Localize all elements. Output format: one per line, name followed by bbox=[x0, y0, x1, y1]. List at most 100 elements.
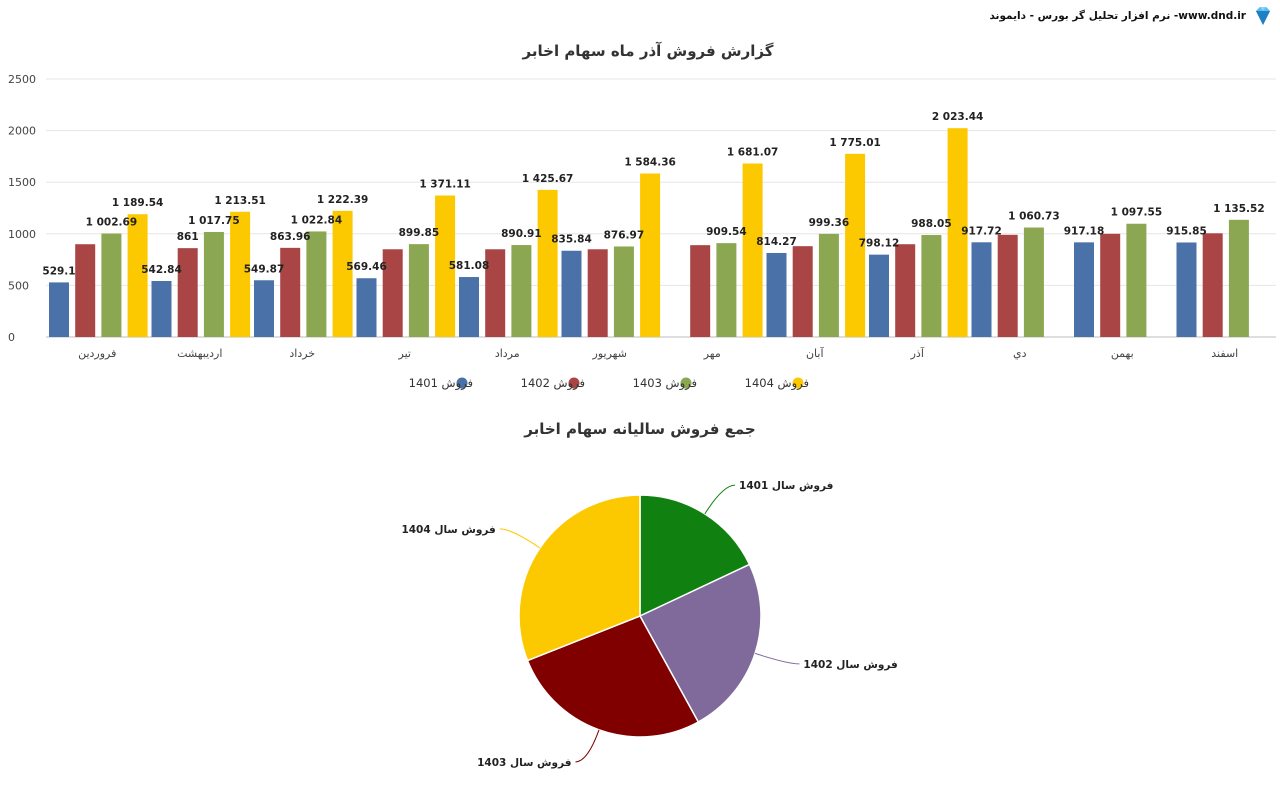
legend-marker bbox=[792, 377, 804, 389]
bar-value-label: 1 022.84 bbox=[291, 214, 342, 226]
bar bbox=[306, 231, 327, 337]
y-tick-label: 2500 bbox=[8, 73, 36, 86]
bar bbox=[230, 211, 251, 337]
bar-value-labels: 529.1 1 002.69 1 189.54 542.84 861 1 017.75 1 … bbox=[42, 111, 1264, 277]
header: نرم افزار تحلیل گر بورس - دایموند -www.d… bbox=[989, 2, 1274, 30]
bar-value-label: 814.27 bbox=[756, 236, 797, 248]
y-tick-label: 500 bbox=[8, 279, 29, 292]
pie-leader-line bbox=[704, 484, 736, 515]
bar-value-label: 988.05 bbox=[911, 218, 952, 230]
legend-label: فروش 1401 bbox=[409, 376, 473, 391]
bar bbox=[254, 280, 274, 337]
pie-leader-line bbox=[575, 729, 600, 763]
x-axis-ticks: فروردین اردیبهشت خرداد تیر مرداد شهریور مهر آبا… bbox=[78, 346, 1238, 360]
y-tick-label: 2000 bbox=[8, 125, 36, 138]
bar-value-label: 863.96 bbox=[270, 231, 311, 243]
bar bbox=[742, 163, 763, 337]
bar-value-label: 1 775.01 bbox=[829, 137, 880, 149]
bar bbox=[511, 245, 532, 337]
bar bbox=[921, 235, 942, 337]
bar-value-label: 1 681.07 bbox=[727, 147, 778, 159]
legend-label: فروش 1403 bbox=[633, 376, 697, 391]
bar bbox=[766, 252, 787, 337]
bar-value-label: 1 371.11 bbox=[419, 179, 470, 191]
bar-value-label: 569.46 bbox=[346, 261, 387, 273]
bar-chart: گزارش فروش آذر ماه سهام اخابر 0 500 1000 15… bbox=[8, 42, 1276, 391]
bar bbox=[151, 280, 172, 337]
bar bbox=[1100, 233, 1121, 337]
bar-legend: فروش 1401 فروش 1402 فروش 1403 فروش 1404 bbox=[409, 376, 809, 391]
bar-value-label: 1 097.55 bbox=[1111, 207, 1162, 219]
bar bbox=[485, 249, 506, 337]
pie-slice bbox=[526, 615, 700, 738]
bar bbox=[716, 243, 737, 337]
bar bbox=[690, 245, 711, 337]
bar-value-label: 917.72 bbox=[961, 225, 1002, 237]
x-tick-label: اسفند bbox=[1211, 347, 1238, 360]
pie-chart: جمع فروش سالیانه سهام اخابر فروش سال 140… bbox=[401, 420, 897, 769]
pie-leader-lines bbox=[499, 484, 800, 763]
bar bbox=[537, 189, 558, 337]
bar-value-label: 1 584.36 bbox=[624, 156, 675, 168]
x-tick-label: مرداد bbox=[495, 347, 520, 360]
legend-label: فروش 1404 bbox=[745, 376, 809, 391]
pie-slice bbox=[639, 494, 751, 618]
pie-slice-label: فروش سال 1403 bbox=[477, 757, 571, 769]
y-tick-label: 1000 bbox=[8, 228, 36, 241]
bar-value-label: 890.91 bbox=[501, 228, 542, 240]
bar-value-label: 917.18 bbox=[1064, 225, 1105, 237]
pie-slice bbox=[638, 563, 762, 724]
site-credit-text: نرم افزار تحلیل گر بورس - دایموند -www.d… bbox=[989, 10, 1246, 22]
bar-value-label: 1 425.67 bbox=[522, 173, 573, 185]
x-tick-label: بهمن bbox=[1111, 347, 1134, 360]
pie-slice-label: فروش سال 1404 bbox=[401, 524, 495, 536]
bar bbox=[869, 254, 889, 337]
bar bbox=[101, 233, 122, 337]
bar-value-label: 909.54 bbox=[706, 226, 747, 238]
bar bbox=[947, 128, 968, 337]
bar-value-label: 899.85 bbox=[399, 227, 440, 239]
bar bbox=[177, 248, 198, 337]
pie-slices bbox=[518, 494, 762, 738]
bar-value-label: 529.1 bbox=[42, 265, 75, 277]
pie-labels: فروش سال 1401 فروش سال 1402 فروش سال 1403 ف… bbox=[401, 480, 897, 769]
x-tick-label: اردیبهشت bbox=[177, 347, 222, 360]
bar bbox=[1126, 223, 1147, 337]
bar bbox=[1228, 219, 1249, 337]
bar-value-label: 876.97 bbox=[604, 229, 645, 241]
x-tick-label: شهریور bbox=[592, 347, 627, 360]
legend-label: فروش 1402 bbox=[521, 376, 585, 391]
bar-value-label: 915.85 bbox=[1166, 225, 1207, 237]
bar-value-label: 861 bbox=[177, 231, 199, 243]
pie-leader-line bbox=[754, 652, 800, 665]
bar-value-label: 798.12 bbox=[859, 238, 900, 250]
x-tick-label: تیر bbox=[398, 347, 411, 360]
bar-value-label: 1 189.54 bbox=[112, 197, 163, 209]
bar bbox=[435, 195, 456, 337]
bar-grid bbox=[46, 78, 1276, 338]
bar bbox=[75, 244, 96, 337]
x-tick-label: دي bbox=[1013, 347, 1027, 360]
bar-value-label: 542.84 bbox=[141, 264, 182, 276]
bar bbox=[332, 210, 353, 337]
bar bbox=[640, 173, 661, 337]
bar bbox=[408, 244, 429, 337]
pie-leader-line bbox=[499, 528, 541, 549]
bar bbox=[845, 153, 866, 337]
bar bbox=[356, 278, 377, 337]
bar-value-label: 999.36 bbox=[809, 217, 850, 229]
x-tick-label: مهر bbox=[703, 347, 721, 360]
bar-value-label: 549.87 bbox=[244, 263, 285, 275]
x-tick-label: فروردین bbox=[78, 347, 116, 360]
bar bbox=[127, 214, 148, 337]
bar bbox=[1023, 227, 1044, 337]
bar bbox=[1176, 242, 1197, 337]
bar bbox=[49, 282, 69, 337]
bar bbox=[561, 250, 582, 337]
pie-slice-label: فروش سال 1402 bbox=[803, 659, 897, 671]
pie-chart-title: جمع فروش سالیانه سهام اخابر bbox=[523, 420, 756, 438]
bar-series bbox=[49, 128, 1249, 337]
bar-value-label: 1 060.73 bbox=[1008, 211, 1059, 223]
bar-value-label: 2 023.44 bbox=[932, 111, 983, 123]
bar bbox=[280, 247, 301, 337]
